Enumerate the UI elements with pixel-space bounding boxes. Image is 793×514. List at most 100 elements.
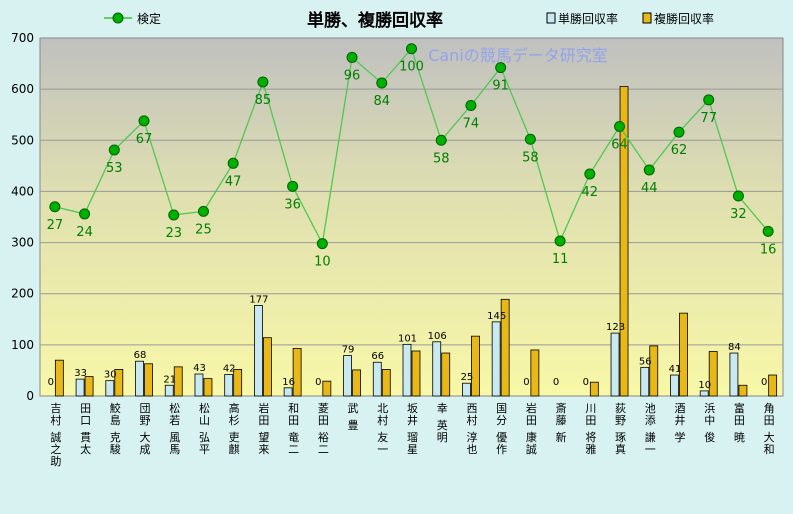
x-tick-label-char: 和	[764, 443, 775, 456]
bar-tansho	[402, 343, 412, 397]
x-tick-label-char: 井	[407, 413, 418, 427]
x-tick-label-char: 高	[229, 401, 240, 415]
x-tick-label-char: 口	[80, 414, 91, 427]
x-tick-label-char: 暁	[734, 431, 745, 444]
bar-tansho	[194, 373, 204, 397]
x-tick-label-char: 友	[377, 430, 388, 444]
line-value-label: 58	[522, 150, 539, 165]
bar-tansho	[491, 321, 501, 397]
line-marker	[673, 126, 685, 138]
line-marker	[643, 164, 655, 176]
bar-fukusho	[292, 348, 302, 397]
legend-line-label: 検定	[137, 11, 161, 26]
line-marker	[584, 168, 596, 180]
bar-tansho	[699, 390, 709, 397]
bar-fukusho	[84, 376, 94, 397]
x-tick-label-char: 藤	[556, 414, 567, 427]
line-layer	[49, 43, 774, 250]
x-tick-label-char: 岩	[258, 401, 269, 415]
bar-tansho	[224, 374, 234, 397]
x-tick-label-char: 和	[288, 402, 299, 415]
x-tick-label-char: 琢	[615, 431, 626, 444]
y-tick-label: 500	[11, 133, 34, 147]
x-tick-label-char: 坂	[407, 402, 418, 415]
bar-tansho	[729, 352, 739, 397]
x-tick-label-char: 明	[437, 431, 448, 444]
x-tick-label-char: 弘	[199, 431, 210, 444]
x-tick-label-char: 大	[764, 430, 775, 444]
line-marker	[257, 76, 269, 88]
x-tick-label-char: 角	[764, 402, 775, 415]
y-tick-label: 0	[26, 389, 34, 403]
bar-fukusho	[708, 351, 718, 397]
bar-fukusho	[114, 369, 124, 397]
line-value-label: 36	[284, 197, 301, 212]
x-tick-label-char: 英	[437, 418, 448, 432]
bar-value-label: 0	[315, 377, 321, 388]
x-tick-label-char: 幸	[437, 402, 448, 415]
bar-tansho	[640, 366, 650, 397]
line-marker	[108, 144, 120, 156]
x-tick-label-char: 田	[585, 414, 596, 427]
bar-tansho	[135, 360, 144, 397]
line-value-label: 100	[399, 60, 424, 75]
watermark: Caniの競馬データ研究室	[428, 46, 608, 65]
bar-value-label: 68	[134, 350, 147, 361]
x-tick-label-char: 野	[140, 414, 151, 427]
legend-bar2-label: 複勝回収率	[654, 11, 714, 26]
bar-tansho	[75, 378, 85, 397]
x-tick-label-char: 望	[258, 431, 269, 444]
line-value-label: 27	[47, 218, 64, 233]
x-tick-label-char: 風	[169, 431, 180, 444]
y-tick-label: 600	[11, 82, 34, 96]
bar-tansho	[253, 305, 263, 397]
bar-fukusho	[411, 350, 421, 397]
x-tick-label-char: 分	[496, 414, 507, 427]
y-tick-label: 200	[11, 287, 34, 301]
x-tick-label-char: 真	[615, 442, 626, 456]
x-tick-label-char: 謙	[645, 431, 656, 444]
x-tick-label-char: 瑠	[407, 431, 418, 444]
x-tick-label-char: 一	[645, 443, 656, 456]
x-tick-label-char: 添	[645, 413, 656, 427]
line-value-label: 58	[433, 151, 450, 166]
line-marker	[703, 94, 715, 106]
line-marker	[49, 201, 61, 213]
bar-value-label: 145	[487, 311, 506, 322]
plot-background	[39, 37, 784, 397]
x-tick-label-char: 也	[466, 443, 477, 456]
x-tick-label-char: 新	[556, 430, 567, 444]
line-value-label: 16	[760, 242, 777, 257]
x-tick-label-char: 大	[140, 430, 151, 444]
line-marker	[227, 157, 239, 169]
bar-fukusho	[352, 369, 361, 397]
line-value-label: 10	[314, 255, 331, 270]
x-tick-label-char: 西	[466, 402, 477, 415]
x-tick-label-char: 斎	[556, 401, 567, 415]
line-marker	[316, 238, 328, 250]
line-value-label: 62	[671, 143, 688, 158]
bar-fukusho	[530, 349, 540, 397]
line-marker	[495, 62, 507, 74]
legend: 検定 単勝回収率 複勝回収率	[104, 11, 714, 26]
x-tick-label-char: 菱	[318, 402, 329, 415]
x-tick-label-char: 竜	[288, 430, 299, 444]
x-tick-label-char: 淳	[466, 430, 477, 444]
x-tick-label-char: 田	[258, 414, 269, 427]
bar-value-label: 0	[48, 377, 54, 388]
bar-value-label: 106	[428, 331, 447, 342]
line-value-label: 96	[344, 68, 361, 83]
line-value-label: 42	[582, 185, 599, 200]
bar-value-label: 41	[669, 364, 682, 375]
line-value-label: 11	[552, 252, 569, 267]
x-tick-label-char: 馬	[169, 443, 180, 456]
x-tick-label-char: 一	[377, 443, 388, 456]
x-tick-label-char: 岩	[526, 401, 537, 415]
x-tick-label-char: 酒	[674, 402, 685, 415]
label-layer: 0 33 30 68 21 43 42 177 16 0 79 66 101 106 25 145 0 0 0 123…	[47, 60, 777, 391]
line-marker	[762, 225, 774, 237]
legend-bar1-label: 単勝回収率	[558, 11, 618, 26]
x-tick-label-char: 荻	[615, 402, 626, 415]
bar-tansho	[670, 374, 679, 397]
